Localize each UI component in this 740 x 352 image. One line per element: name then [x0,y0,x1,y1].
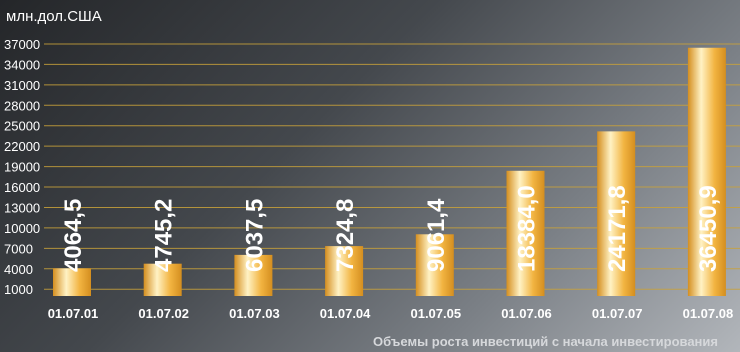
bar [415,234,454,296]
x-category-label: 01.07.02 [138,306,189,321]
y-tick-label: 31000 [4,78,40,93]
x-category-label: 01.07.06 [501,306,552,321]
bar-value-label: 4745,2 [151,199,178,272]
bar-value-label: 9061,4 [423,198,450,272]
y-tick-label: 1000 [4,282,33,297]
bar [597,131,636,296]
y-tick-label: 28000 [4,98,40,113]
chart-caption: Объемы роста инвестиций с начала инвести… [373,334,718,349]
x-category-label: 01.07.04 [320,306,371,321]
y-axis-ticks: 1000 4000 7000 10000 13000 16000 19000 22000 250… [4,37,40,297]
y-tick-label: 22000 [4,139,40,154]
bar-value-label: 24171,8 [604,185,631,272]
bar-value-label: 18384,0 [514,185,541,272]
bar [325,246,364,296]
x-category-label: 01.07.05 [410,306,461,321]
bar [53,268,91,296]
x-category-label: 01.07.03 [229,306,280,321]
x-category-label: 01.07.08 [683,306,734,321]
x-category-label: 01.07.07 [592,306,643,321]
y-tick-label: 19000 [4,160,40,175]
bar-value-label: 6037,5 [241,199,268,272]
bar [234,254,273,296]
y-tick-label: 13000 [4,200,40,215]
y-tick-label: 7000 [4,241,33,256]
y-tick-label: 34000 [4,57,40,72]
bar [687,47,726,297]
gridlines [44,43,740,290]
x-axis-categories: 01.07.01 01.07.02 01.07.03 01.07.04 01.07.05… [48,306,734,321]
bar-value-label: 36450,9 [695,185,722,272]
bar-value-label: 7324,8 [332,199,359,272]
x-category-label: 01.07.01 [48,306,99,321]
y-tick-label: 4000 [4,262,33,277]
y-tick-label: 25000 [4,119,40,134]
unit-label: млн.дол.США [6,8,102,25]
bars: 4064,5 4745,2 6037,5 7324,8 9061,4 18384,0 241… [53,47,726,297]
bar [143,263,182,296]
y-tick-label: 37000 [4,37,40,52]
bar [506,170,545,296]
bar-value-label: 4064,5 [60,199,87,272]
y-tick-label: 10000 [4,221,40,236]
y-tick-label: 16000 [4,180,40,195]
